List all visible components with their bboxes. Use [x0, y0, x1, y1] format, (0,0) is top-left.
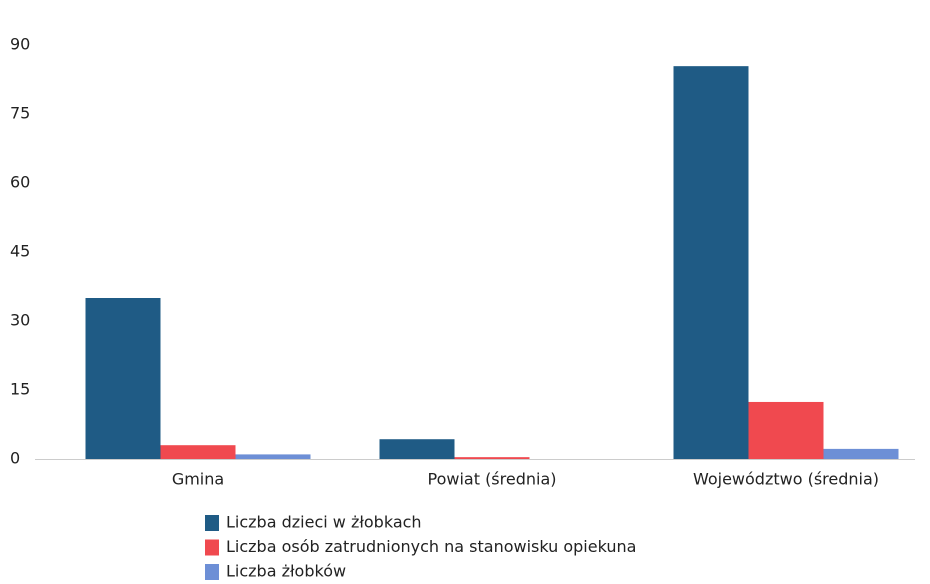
legend-swatch — [205, 515, 219, 531]
bar — [454, 457, 530, 459]
legend-label: Liczba osób zatrudnionych na stanowisku … — [226, 537, 636, 556]
legend: Liczba dzieci w żłobkach Liczba osób zatr… — [205, 513, 636, 581]
bar — [379, 439, 455, 459]
bar — [823, 448, 899, 459]
legend-swatch — [205, 564, 219, 580]
legend-label: Liczba dzieci w żłobkach — [226, 513, 422, 532]
bar — [160, 445, 236, 459]
legend-label: Liczba żłobków — [226, 562, 346, 581]
y-tick-label: 0 — [10, 449, 20, 468]
x-tick-label: Gmina — [172, 470, 224, 489]
y-tick-label: 90 — [10, 35, 30, 54]
y-tick-label: 60 — [10, 173, 30, 192]
x-tick-label: Województwo (średnia) — [693, 470, 879, 489]
y-tick-label: 75 — [10, 104, 30, 123]
legend-swatch — [205, 539, 219, 556]
y-tick-label: 30 — [10, 311, 30, 330]
bar — [748, 401, 824, 459]
bar — [673, 66, 749, 459]
y-tick-label: 15 — [10, 380, 30, 399]
y-tick-label: 45 — [10, 242, 30, 261]
bar — [85, 298, 161, 459]
x-tick-label: Powiat (średnia) — [428, 470, 557, 489]
bar — [235, 454, 311, 459]
